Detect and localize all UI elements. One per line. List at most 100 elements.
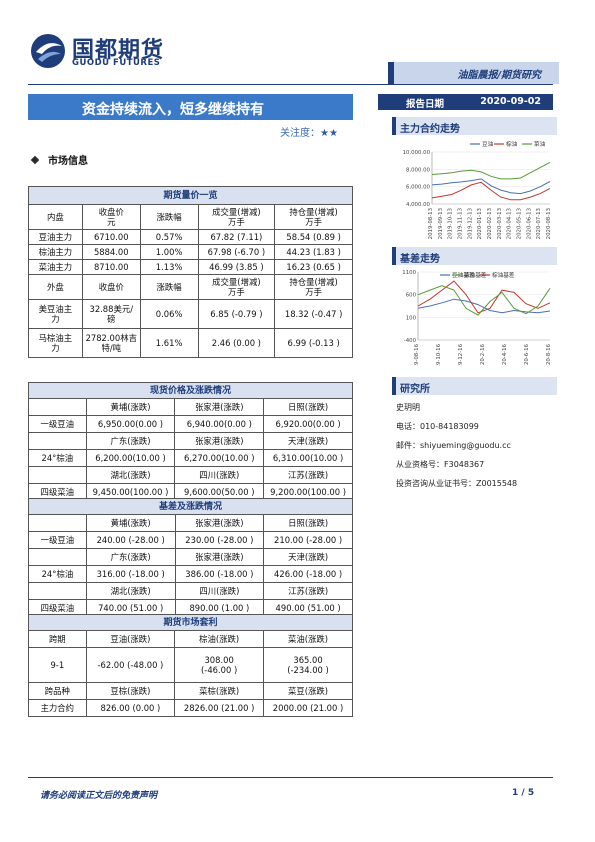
header-tag: 油脂晨报/期货研究 bbox=[388, 62, 559, 84]
table-cell: 江苏(涨跌) bbox=[263, 466, 353, 484]
table-cell: 日照(涨跌) bbox=[263, 398, 353, 416]
logo-cn: 国都期货 bbox=[72, 38, 165, 63]
x-tick-label: 19-10-16 bbox=[436, 343, 442, 366]
table-cell: 湖北(涨跌) bbox=[85, 466, 176, 484]
section-bullet-icon bbox=[30, 155, 40, 165]
table-cell: 天津(涨跌) bbox=[263, 432, 353, 450]
report-date: 2020-09-02 bbox=[480, 96, 541, 107]
legend-label: 菜油 bbox=[534, 140, 546, 148]
table-row: 主力合约 826.00 (0.00 ) 2826.00 (21.00 ) 200… bbox=[28, 699, 353, 717]
legend-label: 豆油 bbox=[482, 140, 494, 148]
table-row: 棕油主力 5884.00 1.00% 67.98 (-6.70 ) 44.23 … bbox=[28, 244, 353, 260]
table-row: 24°棕油 316.00 (-18.00 ) 386.00 (-18.00 ) 426… bbox=[28, 565, 353, 583]
y-tick-label: 1100 bbox=[402, 270, 416, 276]
x-tick-label: 2020-03-13 bbox=[497, 208, 503, 239]
x-tick-label: 19-08-16 bbox=[414, 343, 420, 366]
legend-label: 菜油基差 bbox=[464, 271, 487, 279]
table-row: 豆油主力 6710.00 0.57% 67.82 (7.11) 58.54 (0… bbox=[28, 229, 353, 245]
table-cell: 张家港(涨跌) bbox=[174, 398, 265, 416]
y-tick-label: 100 bbox=[406, 315, 417, 321]
table-row: 一级豆油 240.00 (-28.00 ) 230.00 (-28.00 ) 210.… bbox=[28, 531, 353, 549]
table-cell: 6,950.00(0.00 ) bbox=[85, 415, 176, 433]
row-name: 24°棕油 bbox=[28, 565, 87, 583]
table-row: 24°棕油 6,200.00(10.00 ) 6,270.00(10.00 ) 6,3… bbox=[28, 449, 353, 467]
table-row: 菜油主力 8710.00 1.13% 46.99 (3.85 ) 16.23 (… bbox=[28, 259, 353, 275]
date-label: 报告日期 bbox=[406, 99, 445, 110]
x-tick-label: 2020-04-13 bbox=[507, 208, 513, 239]
logo: 国都期货 GUODU FUTURES bbox=[28, 32, 188, 72]
table-row: 湖北(涨跌) 四川(涨跌) 江苏(涨跌) bbox=[28, 582, 353, 600]
table-row: 一级豆油 6,950.00(0.00 ) 6,940.00(0.00 ) 6,920.… bbox=[28, 415, 353, 433]
series-line-2 bbox=[431, 161, 551, 180]
table-cell: 张家港(涨跌) bbox=[174, 514, 265, 532]
row-name bbox=[28, 466, 87, 484]
spot-table: 现货价格及涨跌情况 黄埔(涨跌) 张家港(涨跌) 日照(涨跌) 一级豆油 6,950.0… bbox=[28, 382, 353, 501]
footer-rule bbox=[28, 777, 553, 778]
y-tick-label: 8,000.00 bbox=[406, 167, 431, 173]
table-cell: 黄埔(涨跌) bbox=[85, 398, 176, 416]
table-cell: 湖北(涨跌) bbox=[85, 582, 176, 600]
attention: 关注度：★★ bbox=[280, 128, 338, 139]
table-row: 黄埔(涨跌) 张家港(涨跌) 日照(涨跌) bbox=[28, 398, 353, 416]
table-cell: 江苏(涨跌) bbox=[263, 582, 353, 600]
row-name bbox=[28, 432, 87, 450]
row-name: 一级豆油 bbox=[28, 415, 87, 433]
arb-title: 期货市场套利 bbox=[28, 614, 353, 631]
series-line-1 bbox=[417, 280, 551, 314]
table-row: 四级菜油 740.00 (51.00 ) 890.00 (1.00 ) 490.00 … bbox=[28, 599, 353, 617]
date-bar: 报告日期 2020-09-02 bbox=[378, 94, 553, 110]
sidebar-heading-chart2: 基差走势 bbox=[392, 247, 557, 265]
x-tick-label: 20-8-16 bbox=[546, 343, 552, 365]
table-cell: 天津(涨跌) bbox=[263, 548, 353, 566]
table-row: 跨期 豆油(涨跌) 棕油(涨跌) 菜油(涨跌) bbox=[28, 630, 353, 648]
page-number: 1 / 5 bbox=[512, 788, 535, 798]
table-cell: 6,940.00(0.00 ) bbox=[174, 415, 265, 433]
table-cell: 316.00 (-18.00 ) bbox=[85, 565, 176, 583]
analyst-phone: 电话：010-84183099 bbox=[396, 422, 479, 431]
x-tick-label: 20-2-16 bbox=[480, 343, 486, 365]
futures-table: 期货量价一览 内盘 收盘价元 涨跌幅 成交量(增减)万手 持仓量(增减)万手 豆… bbox=[28, 186, 353, 358]
x-tick-label: 20-6-16 bbox=[524, 343, 530, 365]
x-tick-label: 2019-11-13 bbox=[458, 208, 464, 239]
section-market: 市场信息 bbox=[30, 152, 88, 167]
row-name: 24°棕油 bbox=[28, 449, 87, 467]
series-line-0 bbox=[431, 178, 551, 195]
sidebar-heading-research: 研究所 bbox=[392, 377, 557, 395]
x-tick-label: 19-12-16 bbox=[458, 343, 464, 366]
x-tick-label: 2019-12-13 bbox=[467, 208, 473, 239]
footer-disclaimer: 请务必阅读正文后的免责声明 bbox=[40, 791, 158, 801]
table-cell: 240.00 (-28.00 ) bbox=[85, 531, 176, 549]
y-tick-label: -400 bbox=[404, 338, 417, 344]
attention-stars: ★★ bbox=[320, 128, 338, 139]
table-cell: 210.00 (-28.00 ) bbox=[263, 531, 353, 549]
table-row: 马棕油主力 2782.00林吉特/吨 1.61% 2.46 (0.00 ) 6.… bbox=[28, 328, 353, 358]
y-tick-label: 4,000.00 bbox=[406, 202, 431, 208]
basis-table: 基差及涨跌情况 黄埔(涨跌) 张家港(涨跌) 日照(涨跌) 一级豆油 240.00 (-… bbox=[28, 498, 353, 617]
table-cell: 6,200.00(10.00 ) bbox=[85, 449, 176, 467]
y-tick-label: 600 bbox=[406, 293, 417, 299]
main-contract-chart: 10,000.00 8,000.00 6,000.00 4,000.002019-08… bbox=[403, 140, 552, 239]
analyst-consult: 投资咨询从业证书号：Z0015548 bbox=[396, 479, 518, 488]
table-row: 美豆油主力 32.88美元/磅 0.06% 6.85 (-0.79 ) 18.3… bbox=[28, 299, 353, 329]
table-cell: 日照(涨跌) bbox=[263, 514, 353, 532]
x-tick-label: 2020-06-13 bbox=[526, 208, 532, 239]
table-row: 跨品种 豆棕(涨跌) 菜棕(涨跌) 菜豆(涨跌) bbox=[28, 682, 353, 700]
legend-label: 豆油基差 bbox=[452, 271, 475, 279]
table-cell: 黄埔(涨跌) bbox=[85, 514, 176, 532]
analyst-cert: 从业资格号：F3048367 bbox=[396, 460, 485, 469]
table-row: 黄埔(涨跌) 张家港(涨跌) 日照(涨跌) bbox=[28, 514, 353, 532]
analyst-email[interactable]: 邮件：shiyueming@guodu.cc bbox=[396, 441, 511, 450]
x-tick-label: 2019-09-13 bbox=[438, 208, 444, 239]
x-tick-label: 2020-01-13 bbox=[477, 208, 483, 239]
table-cell: 广东(涨跌) bbox=[85, 432, 176, 450]
spot-title: 现货价格及涨跌情况 bbox=[28, 382, 353, 399]
table-cell: 386.00 (-18.00 ) bbox=[174, 565, 265, 583]
y-tick-label: 10,000.00 bbox=[403, 150, 431, 156]
legend-label: 棕油基差 bbox=[492, 271, 515, 279]
row-name bbox=[28, 514, 87, 532]
table-cell: 230.00 (-28.00 ) bbox=[174, 531, 265, 549]
futures-title: 期货量价一览 bbox=[28, 186, 353, 205]
table-cell: 四川(涨跌) bbox=[174, 582, 265, 600]
table-cell: 426.00 (-18.00 ) bbox=[263, 565, 353, 583]
analyst-name: 史玥明 bbox=[396, 403, 420, 412]
